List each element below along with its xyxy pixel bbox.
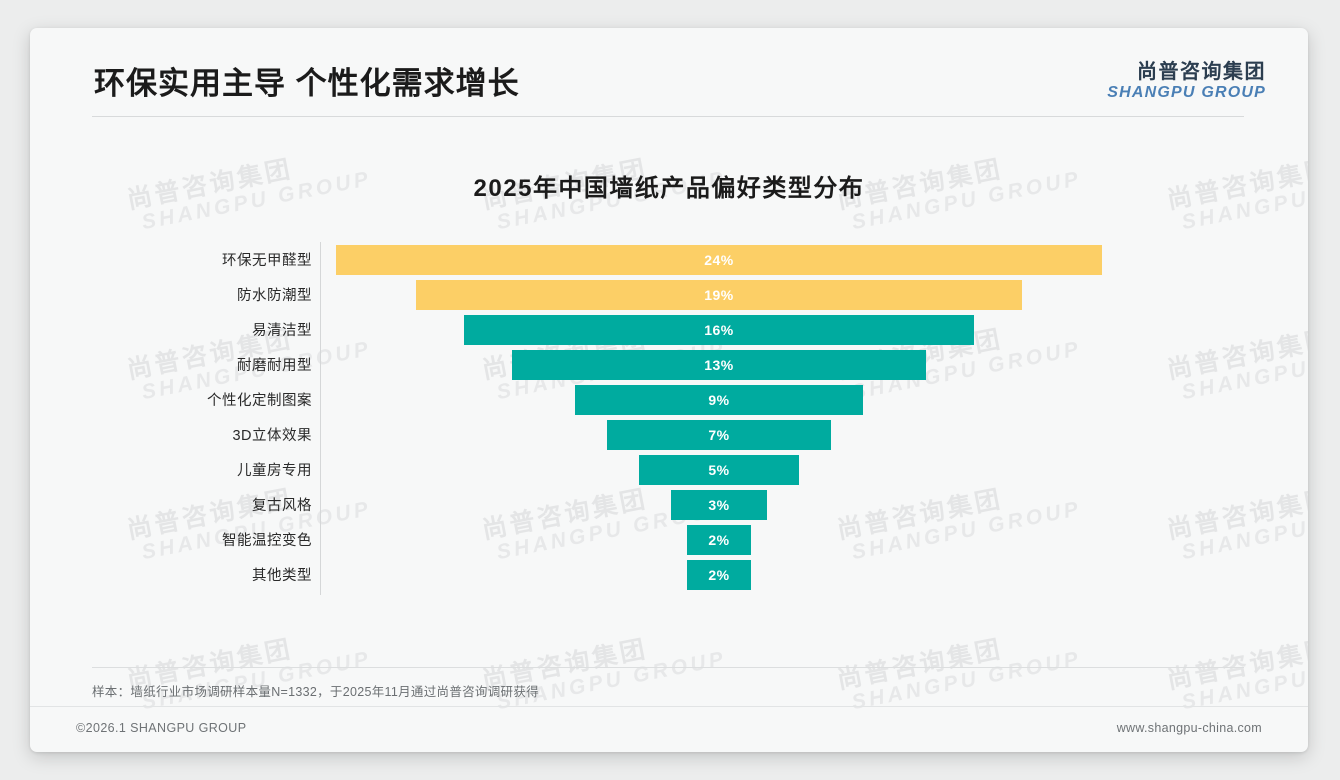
funnel-bar[interactable]: 3%	[671, 489, 767, 520]
bar-value-label: 24%	[704, 251, 734, 268]
bar-track: 2%	[321, 557, 1117, 592]
chart-title: 2025年中国墙纸产品偏好类型分布	[473, 175, 865, 202]
funnel-row: 易清洁型 16%	[30, 312, 1308, 347]
bar-track: 2%	[321, 522, 1117, 557]
bar-value-label: 19%	[704, 286, 734, 303]
funnel-row: 复古风格 3%	[30, 487, 1308, 522]
slide-card: 尚普咨询集团 SHANGPU GROUP 尚普咨询集团 SHANGPU GROUP 尚普…	[30, 28, 1308, 752]
category-axis-line	[320, 242, 321, 595]
funnel-chart: 环保无甲醛型 24% 防水防潮型 19% 易清洁型 16% 耐磨耐用型 13% 个性化定制图案 9…	[30, 242, 1308, 602]
funnel-bar[interactable]: 13%	[511, 349, 927, 380]
category-label: 复古风格	[252, 498, 312, 514]
bar-track: 5%	[321, 452, 1117, 487]
funnel-row: 儿童房专用 5%	[30, 452, 1308, 487]
bar-track: 7%	[321, 417, 1117, 452]
funnel-bar[interactable]: 9%	[575, 384, 863, 415]
page-title: 环保实用主导 个性化需求增长	[94, 66, 520, 101]
funnel-bar[interactable]: 19%	[415, 279, 1023, 310]
category-label: 防水防潮型	[237, 288, 312, 304]
bar-track: 3%	[321, 487, 1117, 522]
funnel-bar[interactable]: 5%	[639, 454, 799, 485]
bar-value-label: 13%	[704, 356, 734, 373]
bar-value-label: 16%	[704, 321, 734, 338]
funnel-row: 耐磨耐用型 13%	[30, 347, 1308, 382]
bar-track: 16%	[321, 312, 1117, 347]
chart-block: 2025年中国墙纸产品偏好类型分布 环保无甲醛型 24% 防水防潮型 19% 易清洁型 1…	[30, 128, 1308, 602]
funnel-row: 环保无甲醛型 24%	[30, 242, 1308, 277]
funnel-bar[interactable]: 7%	[607, 419, 831, 450]
bar-value-label: 2%	[708, 566, 730, 583]
bar-track: 19%	[321, 277, 1117, 312]
funnel-bar[interactable]: 2%	[687, 559, 751, 590]
category-label: 3D立体效果	[232, 428, 312, 444]
category-label: 儿童房专用	[237, 463, 312, 479]
category-label: 智能温控变色	[222, 533, 312, 549]
category-label: 易清洁型	[252, 323, 312, 339]
bar-value-label: 2%	[708, 531, 730, 548]
sample-note: 样本：墙纸行业市场调研样本量N=1332，于2025年11月通过尚普咨询调研获得	[92, 685, 539, 699]
funnel-row: 3D立体效果 7%	[30, 417, 1308, 452]
footnote-section: 样本：墙纸行业市场调研样本量N=1332，于2025年11月通过尚普咨询调研获得	[92, 667, 1244, 700]
category-label: 其他类型	[252, 568, 312, 584]
funnel-row: 其他类型 2%	[30, 557, 1308, 592]
slide-header: 环保实用主导 个性化需求增长 尚普咨询集团 SHANGPU GROUP	[30, 28, 1308, 120]
funnel-bar[interactable]: 16%	[463, 314, 975, 345]
slide-footer: ©2026.1 SHANGPU GROUP www.shangpu-china.…	[30, 706, 1308, 752]
logo-english-text: SHANGPU GROUP	[1107, 84, 1266, 102]
bar-value-label: 9%	[708, 391, 730, 408]
category-label: 个性化定制图案	[207, 393, 312, 409]
copyright-text: ©2026.1 SHANGPU GROUP	[76, 721, 247, 735]
website-link[interactable]: www.shangpu-china.com	[1116, 721, 1262, 735]
company-logo: 尚普咨询集团 SHANGPU GROUP	[1107, 61, 1266, 102]
funnel-bar[interactable]: 24%	[336, 244, 1102, 275]
funnel-row: 个性化定制图案 9%	[30, 382, 1308, 417]
funnel-row: 防水防潮型 19%	[30, 277, 1308, 312]
funnel-row: 智能温控变色 2%	[30, 522, 1308, 557]
header-divider	[92, 116, 1244, 117]
footnote-divider	[92, 667, 1244, 668]
funnel-bar[interactable]: 2%	[687, 524, 751, 555]
bar-value-label: 5%	[708, 461, 730, 478]
bar-track: 9%	[321, 382, 1117, 417]
bar-value-label: 3%	[708, 496, 730, 513]
bar-track: 24%	[321, 242, 1117, 277]
category-label: 环保无甲醛型	[222, 253, 312, 269]
bar-value-label: 7%	[708, 426, 730, 443]
bar-track: 13%	[321, 347, 1117, 382]
logo-chinese-text: 尚普咨询集团	[1137, 61, 1266, 83]
category-label: 耐磨耐用型	[237, 358, 312, 374]
